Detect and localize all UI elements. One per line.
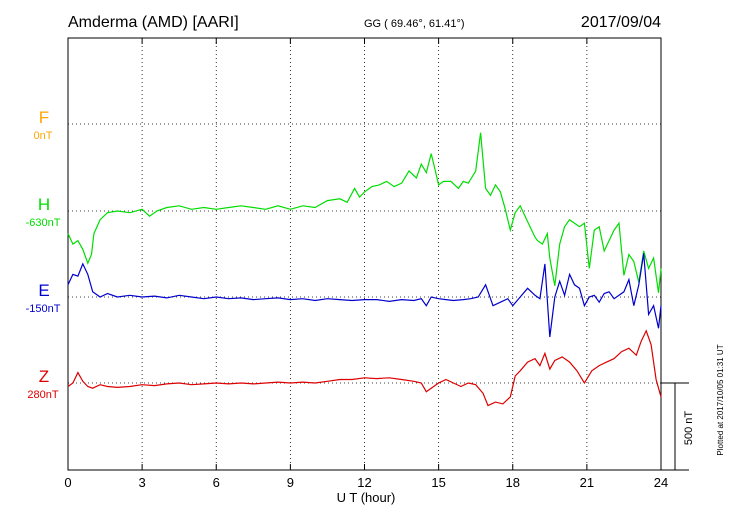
scale-bar: 500 nT xyxy=(661,382,695,471)
series-Z-line xyxy=(67,329,662,407)
x-tick-label: 15 xyxy=(431,475,445,490)
x-axis-ticks: 0 3 6 9 12 15 18 21 24 xyxy=(64,38,668,490)
channel-H-baseline: -630nT xyxy=(26,217,61,229)
x-tick-label: 18 xyxy=(506,475,520,490)
x-axis-label: U T (hour) xyxy=(337,490,396,505)
x-tick-label: 6 xyxy=(213,475,220,490)
channel-E-label: E xyxy=(38,281,49,300)
date-label: 2017/09/04 xyxy=(581,14,661,31)
x-tick-label: 24 xyxy=(654,475,668,490)
channel-F-label: F xyxy=(39,108,49,127)
station-title: Amderma (AMD) [AARI] xyxy=(68,14,239,31)
channel-F-baseline: 0nT xyxy=(34,130,53,142)
x-tick-label: 3 xyxy=(139,475,146,490)
grid xyxy=(68,38,661,470)
channel-E-baseline: -150nT xyxy=(26,303,61,315)
channel-labels: F 0nT H -630nT E -150nT Z 280nT xyxy=(26,108,61,401)
channel-Z-label: Z xyxy=(39,367,49,386)
x-tick-label: 21 xyxy=(580,475,594,490)
plotted-timestamp: Plotted at 2017/10/05 01:31 UT xyxy=(716,344,725,455)
x-tick-label: 12 xyxy=(357,475,371,490)
series-E-line xyxy=(67,253,662,338)
series-layer xyxy=(67,132,662,407)
series-H-line xyxy=(67,132,662,293)
channel-Z-baseline: 280nT xyxy=(27,389,58,401)
station-coords: GG ( 69.46°, 61.41°) xyxy=(364,18,465,30)
x-tick-label: 0 xyxy=(64,475,71,490)
x-tick-label: 9 xyxy=(287,475,294,490)
scale-bar-label: 500 nT xyxy=(683,411,695,446)
channel-H-label: H xyxy=(38,195,50,214)
